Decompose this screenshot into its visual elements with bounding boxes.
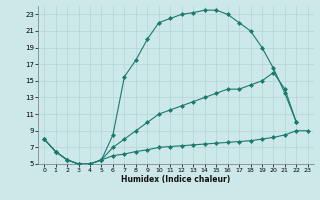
X-axis label: Humidex (Indice chaleur): Humidex (Indice chaleur) — [121, 175, 231, 184]
